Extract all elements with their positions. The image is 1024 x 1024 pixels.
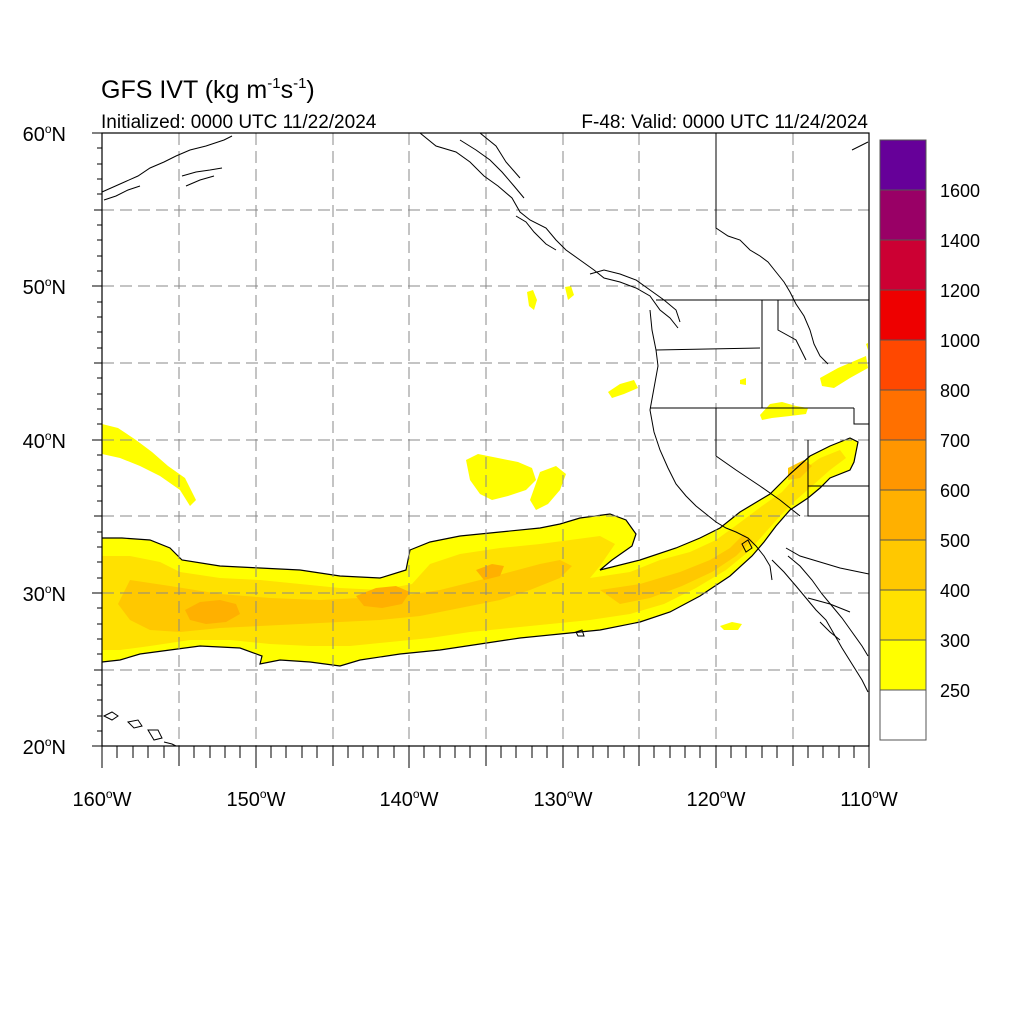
coastlines: [101, 132, 869, 747]
colorbar-box: [879, 239, 927, 291]
valid-time-label: F-48: Valid: 0000 UTC 11/24/2024: [581, 112, 868, 133]
lon-labels: 160oW 150oW 140oW 130oW 120oW 110oW: [73, 787, 898, 811]
colorbar-box: [879, 189, 927, 241]
axis-ticks: [92, 132, 870, 768]
colorbar-box: [879, 289, 927, 341]
colorbar-label: 300: [940, 631, 970, 651]
political-borders: [650, 299, 870, 641]
colorbar-label: 600: [940, 481, 970, 501]
colorbar-label: 1600: [940, 181, 980, 201]
colorbar-box: [879, 639, 927, 691]
lat-label-50n: 50oN: [23, 275, 66, 299]
map-panel: [101, 132, 870, 747]
lat-labels: 60oN 50oN 40oN 30oN 20oN: [23, 122, 66, 759]
colorbar-box: [879, 589, 927, 641]
lat-label-20n: 20oN: [23, 735, 66, 759]
lon-label-140w: 140oW: [380, 787, 439, 811]
lon-label-150w: 150oW: [227, 787, 286, 811]
ivt-shading-500: [185, 564, 504, 624]
lat-label-40n: 40oN: [23, 429, 66, 453]
colorbar-box: [879, 439, 927, 491]
lat-label-60n: 60oN: [23, 122, 66, 146]
colorbar-label: 700: [940, 431, 970, 451]
lat-label-30n: 30oN: [23, 582, 66, 606]
colorbar-label: 1000: [940, 331, 980, 351]
lon-label-120w: 120oW: [687, 787, 746, 811]
lon-label-110w: 110oW: [840, 787, 898, 811]
colorbar-box: [879, 539, 927, 591]
colorbar-box: [879, 489, 927, 541]
colorbar-box: [879, 339, 927, 391]
colorbar-box: [879, 139, 927, 191]
lon-label-130w: 130oW: [534, 787, 593, 811]
colorbar-box: [879, 689, 927, 741]
colorbar-label: 250: [940, 681, 970, 701]
colorbar-box: [879, 389, 927, 441]
colorbar-label: 800: [940, 381, 970, 401]
colorbar: 250 300 400 500 600 700 800 1000 1200 1400 1600: [879, 139, 980, 741]
colorbar-label: 500: [940, 531, 970, 551]
colorbar-label: 400: [940, 581, 970, 601]
lon-label-160w: 160oW: [73, 787, 132, 811]
graticule: [102, 133, 869, 746]
colorbar-label: 1200: [940, 281, 980, 301]
map-title: GFS IVT (kg m-1s-1): [101, 75, 315, 104]
colorbar-label: 1400: [940, 231, 980, 251]
init-time-label: Initialized: 0000 UTC 11/22/2024: [101, 112, 377, 133]
